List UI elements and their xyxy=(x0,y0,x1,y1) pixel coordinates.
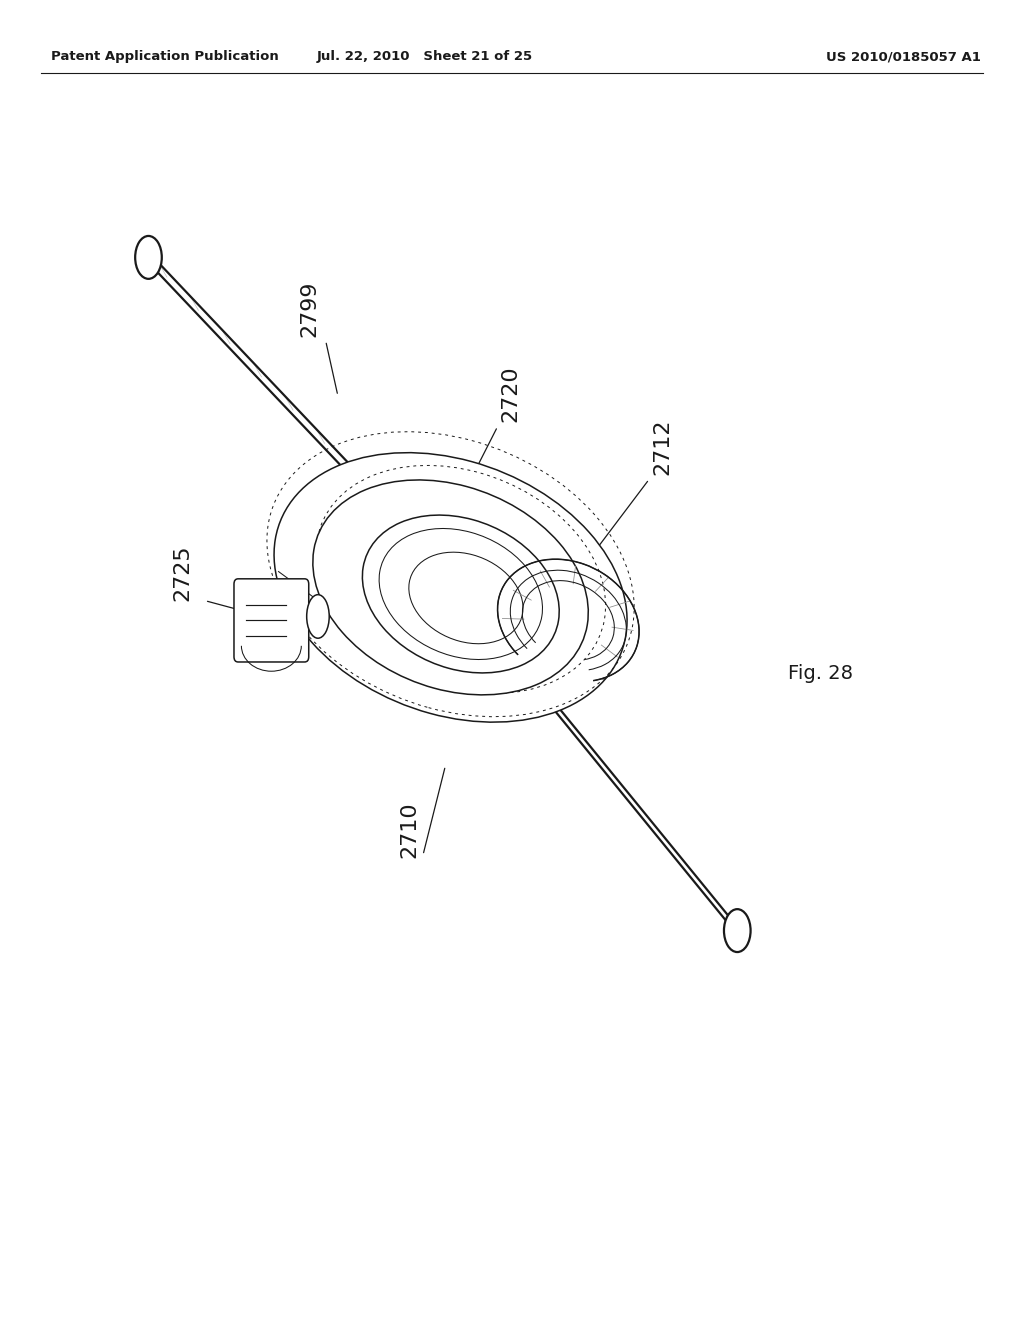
Text: US 2010/0185057 A1: US 2010/0185057 A1 xyxy=(826,50,981,63)
FancyBboxPatch shape xyxy=(233,578,309,661)
Text: 2720: 2720 xyxy=(500,366,520,422)
Text: 2799: 2799 xyxy=(299,280,319,337)
Polygon shape xyxy=(519,660,745,944)
Text: 2710: 2710 xyxy=(399,801,420,858)
Ellipse shape xyxy=(274,453,627,722)
Ellipse shape xyxy=(724,909,751,952)
Text: Patent Application Publication: Patent Application Publication xyxy=(51,50,279,63)
Ellipse shape xyxy=(307,594,330,638)
Text: 2712: 2712 xyxy=(652,418,673,475)
Ellipse shape xyxy=(313,480,588,694)
Polygon shape xyxy=(140,244,382,508)
Text: 2725: 2725 xyxy=(172,544,193,601)
Ellipse shape xyxy=(409,552,523,644)
Text: Jul. 22, 2010   Sheet 21 of 25: Jul. 22, 2010 Sheet 21 of 25 xyxy=(316,50,534,63)
Text: Fig. 28: Fig. 28 xyxy=(788,664,853,682)
Ellipse shape xyxy=(135,236,162,279)
Ellipse shape xyxy=(379,528,543,660)
Ellipse shape xyxy=(362,515,559,673)
